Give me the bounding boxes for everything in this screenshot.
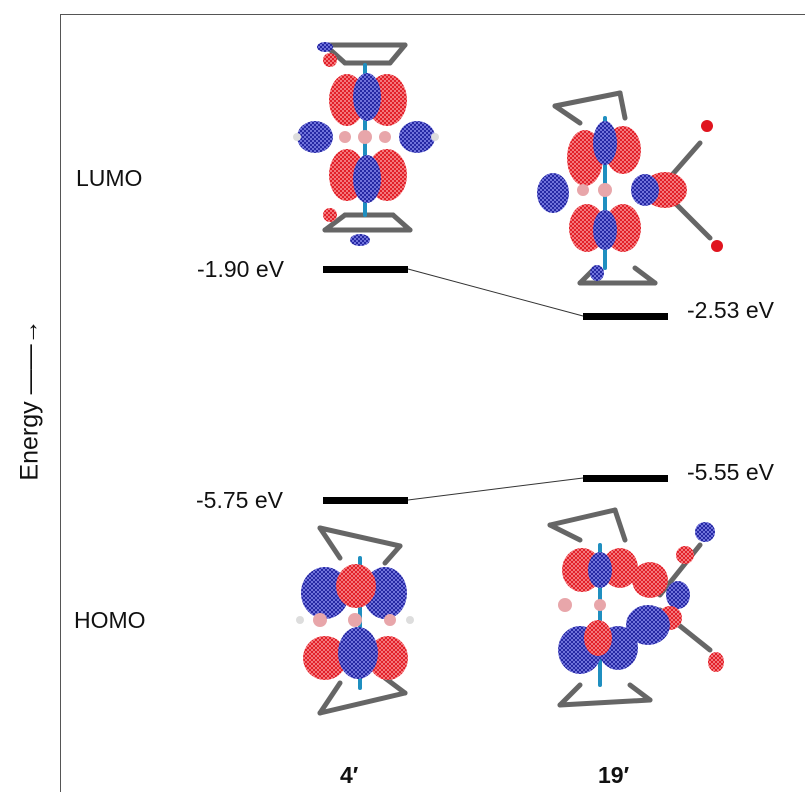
lumo-row-label: LUMO (76, 165, 143, 191)
homo-level-4 (323, 497, 408, 504)
compound-label-4: 4′ (340, 762, 359, 788)
lumo-level-4 (323, 266, 408, 273)
diagram-frame (60, 14, 805, 792)
homo-level-19 (583, 475, 668, 482)
compound-label-19: 19′ (598, 762, 630, 788)
lumo-energy-4: -1.90 eV (197, 256, 284, 282)
lumo-energy-19: -2.53 eV (687, 297, 774, 323)
homo-orbital-19 (547, 507, 724, 708)
lumo-orbital-19 (537, 90, 723, 286)
lumo-correlation-line (407, 268, 584, 317)
homo-energy-4: -5.75 eV (196, 487, 283, 513)
homo-row-label: HOMO (74, 607, 146, 633)
homo-energy-19: -5.55 eV (687, 459, 774, 485)
lumo-level-19 (583, 313, 668, 320)
homo-orbital-4 (296, 525, 414, 716)
lumo-orbital-4 (293, 42, 439, 246)
homo-correlation-line (407, 477, 584, 501)
